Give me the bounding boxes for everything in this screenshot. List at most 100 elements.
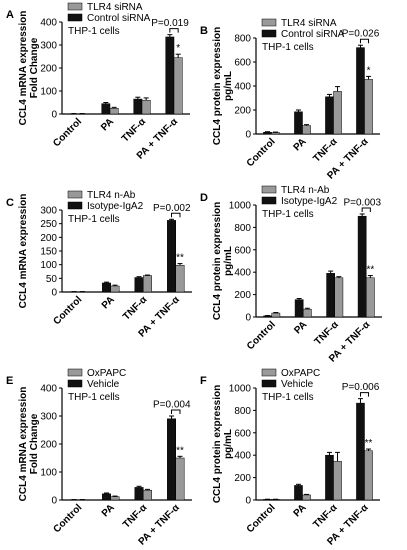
x-tick-label: Control	[245, 502, 278, 535]
legend-label: Isotype-IgA2	[281, 196, 338, 207]
panel-d: D 0 200 400 600 800 1000 CCL4 protein expressio…	[200, 185, 382, 365]
significance-star: *	[176, 43, 180, 54]
legend-swatch	[261, 18, 277, 27]
legend-swatch	[261, 379, 277, 388]
significance-bracket	[169, 28, 179, 33]
y-tick-label: 400	[234, 451, 251, 462]
legend-swatch	[261, 185, 277, 194]
y-tick-label: 200	[234, 106, 251, 117]
x-tick-label: TNF-α	[313, 319, 342, 348]
legend-swatch	[261, 368, 277, 377]
bar	[102, 493, 112, 501]
p-value-label: P=0.003	[343, 197, 381, 208]
significance-bracket	[359, 38, 370, 44]
y-tick-label: 200	[40, 440, 57, 451]
bar	[294, 111, 303, 135]
legend-swatch	[67, 368, 83, 377]
panel-letter: A	[6, 9, 14, 21]
y-tick-label: 200	[234, 473, 251, 484]
panel-e: E 0 100 200 300 400 CCL4 mRNA expression Fold C…	[6, 368, 192, 548]
x-tick-label: PA	[292, 136, 309, 153]
legend-swatch	[67, 379, 83, 388]
panel-letter: F	[200, 375, 207, 387]
legend-label: Control siRNA	[281, 29, 345, 40]
x-tick-label: TNF-α	[120, 116, 149, 145]
significance-bracket	[361, 207, 371, 212]
legend-swatch	[261, 196, 277, 205]
significance-star: **	[365, 438, 373, 449]
bar	[326, 273, 335, 318]
y-tick-label: 0	[51, 110, 57, 121]
legend-swatch	[67, 201, 83, 210]
bar	[102, 282, 112, 293]
p-value-label: P=0.006	[342, 382, 380, 393]
x-tick-label: TNF-α	[121, 294, 150, 323]
cell-line-label: THP-1 cells	[262, 209, 314, 220]
bar	[109, 108, 119, 115]
legend-label: TLR4 siRNA	[87, 2, 143, 13]
bar	[271, 132, 280, 135]
bar	[134, 277, 144, 293]
y-tick-label: 0	[245, 130, 251, 141]
legend-label: Vehicle	[281, 379, 314, 390]
legend-label: Control siRNA	[87, 13, 151, 24]
legend-label: Vehicle	[87, 379, 120, 390]
bar	[110, 285, 120, 293]
bar	[333, 461, 342, 501]
y-axis-label-2: pg/mL	[223, 429, 234, 459]
bar	[263, 315, 272, 318]
panel-f: F 0 200 400 600 800 1000 CCL4 protein expressio…	[200, 368, 380, 548]
bar	[175, 457, 185, 501]
bar	[294, 299, 304, 318]
legend-label: OxPAPC	[281, 368, 320, 379]
legend-swatch	[67, 190, 83, 199]
y-tick-label: 0	[51, 288, 57, 299]
y-tick-label: 100	[40, 468, 57, 479]
y-tick-label: 250	[40, 219, 57, 230]
cell-line-label: THP-1 cells	[262, 392, 314, 403]
y-axis-label-2: pg/mL	[223, 246, 234, 276]
y-tick-label: 1000	[229, 201, 252, 212]
y-axis-label: CCL4 protein expression	[212, 385, 223, 503]
significance-star: *	[367, 65, 371, 76]
x-tick-label: Control	[245, 136, 278, 169]
y-tick-label: 600	[234, 428, 251, 439]
y-tick-label: 300	[40, 206, 57, 217]
legend-swatch	[67, 13, 83, 22]
y-tick-label: 0	[245, 313, 251, 324]
panel-c: C 0 50 100 150 200 250 300 CCL4 mRNA expression C…	[6, 190, 192, 340]
bar	[325, 96, 334, 135]
y-tick-label: 100	[40, 260, 57, 271]
x-tick-label: PA	[100, 502, 117, 519]
x-tick-label: PA	[99, 116, 116, 133]
legend-swatch	[67, 2, 83, 11]
bar	[143, 275, 152, 293]
y-axis-label: CCL4 mRNA expression	[18, 194, 29, 309]
x-tick-label: PA	[100, 294, 117, 311]
bar	[263, 131, 272, 135]
bar	[364, 79, 373, 135]
panel-letter: E	[6, 375, 13, 387]
x-tick-label: Control	[51, 502, 84, 535]
significance-star: **	[176, 445, 184, 456]
y-tick-label: 800	[234, 223, 251, 234]
x-tick-label: TNF-α	[311, 136, 340, 165]
y-tick-label: 1000	[229, 384, 252, 395]
panel-a: A 0 100 200 300 400 CCL4 mRNA expression Fold C…	[6, 2, 190, 162]
bar	[302, 494, 311, 501]
bar	[334, 277, 344, 318]
y-axis-label: CCL4 mRNA expression	[18, 387, 29, 502]
y-tick-label: 300	[40, 412, 57, 423]
bar	[143, 489, 152, 501]
legend-label: OxPAPC	[87, 368, 126, 379]
y-tick-label: 50	[46, 274, 58, 285]
x-tick-label: Control	[245, 319, 278, 352]
bar	[325, 454, 334, 501]
bar	[173, 57, 183, 115]
cell-line-label: THP-1 cells	[262, 42, 314, 53]
legend-label: Isotype-IgA2	[87, 201, 144, 212]
y-tick-label: 300	[40, 41, 57, 52]
x-tick-label: Control	[51, 116, 84, 149]
y-axis-label: CCL4 mRNA expression	[18, 11, 29, 126]
